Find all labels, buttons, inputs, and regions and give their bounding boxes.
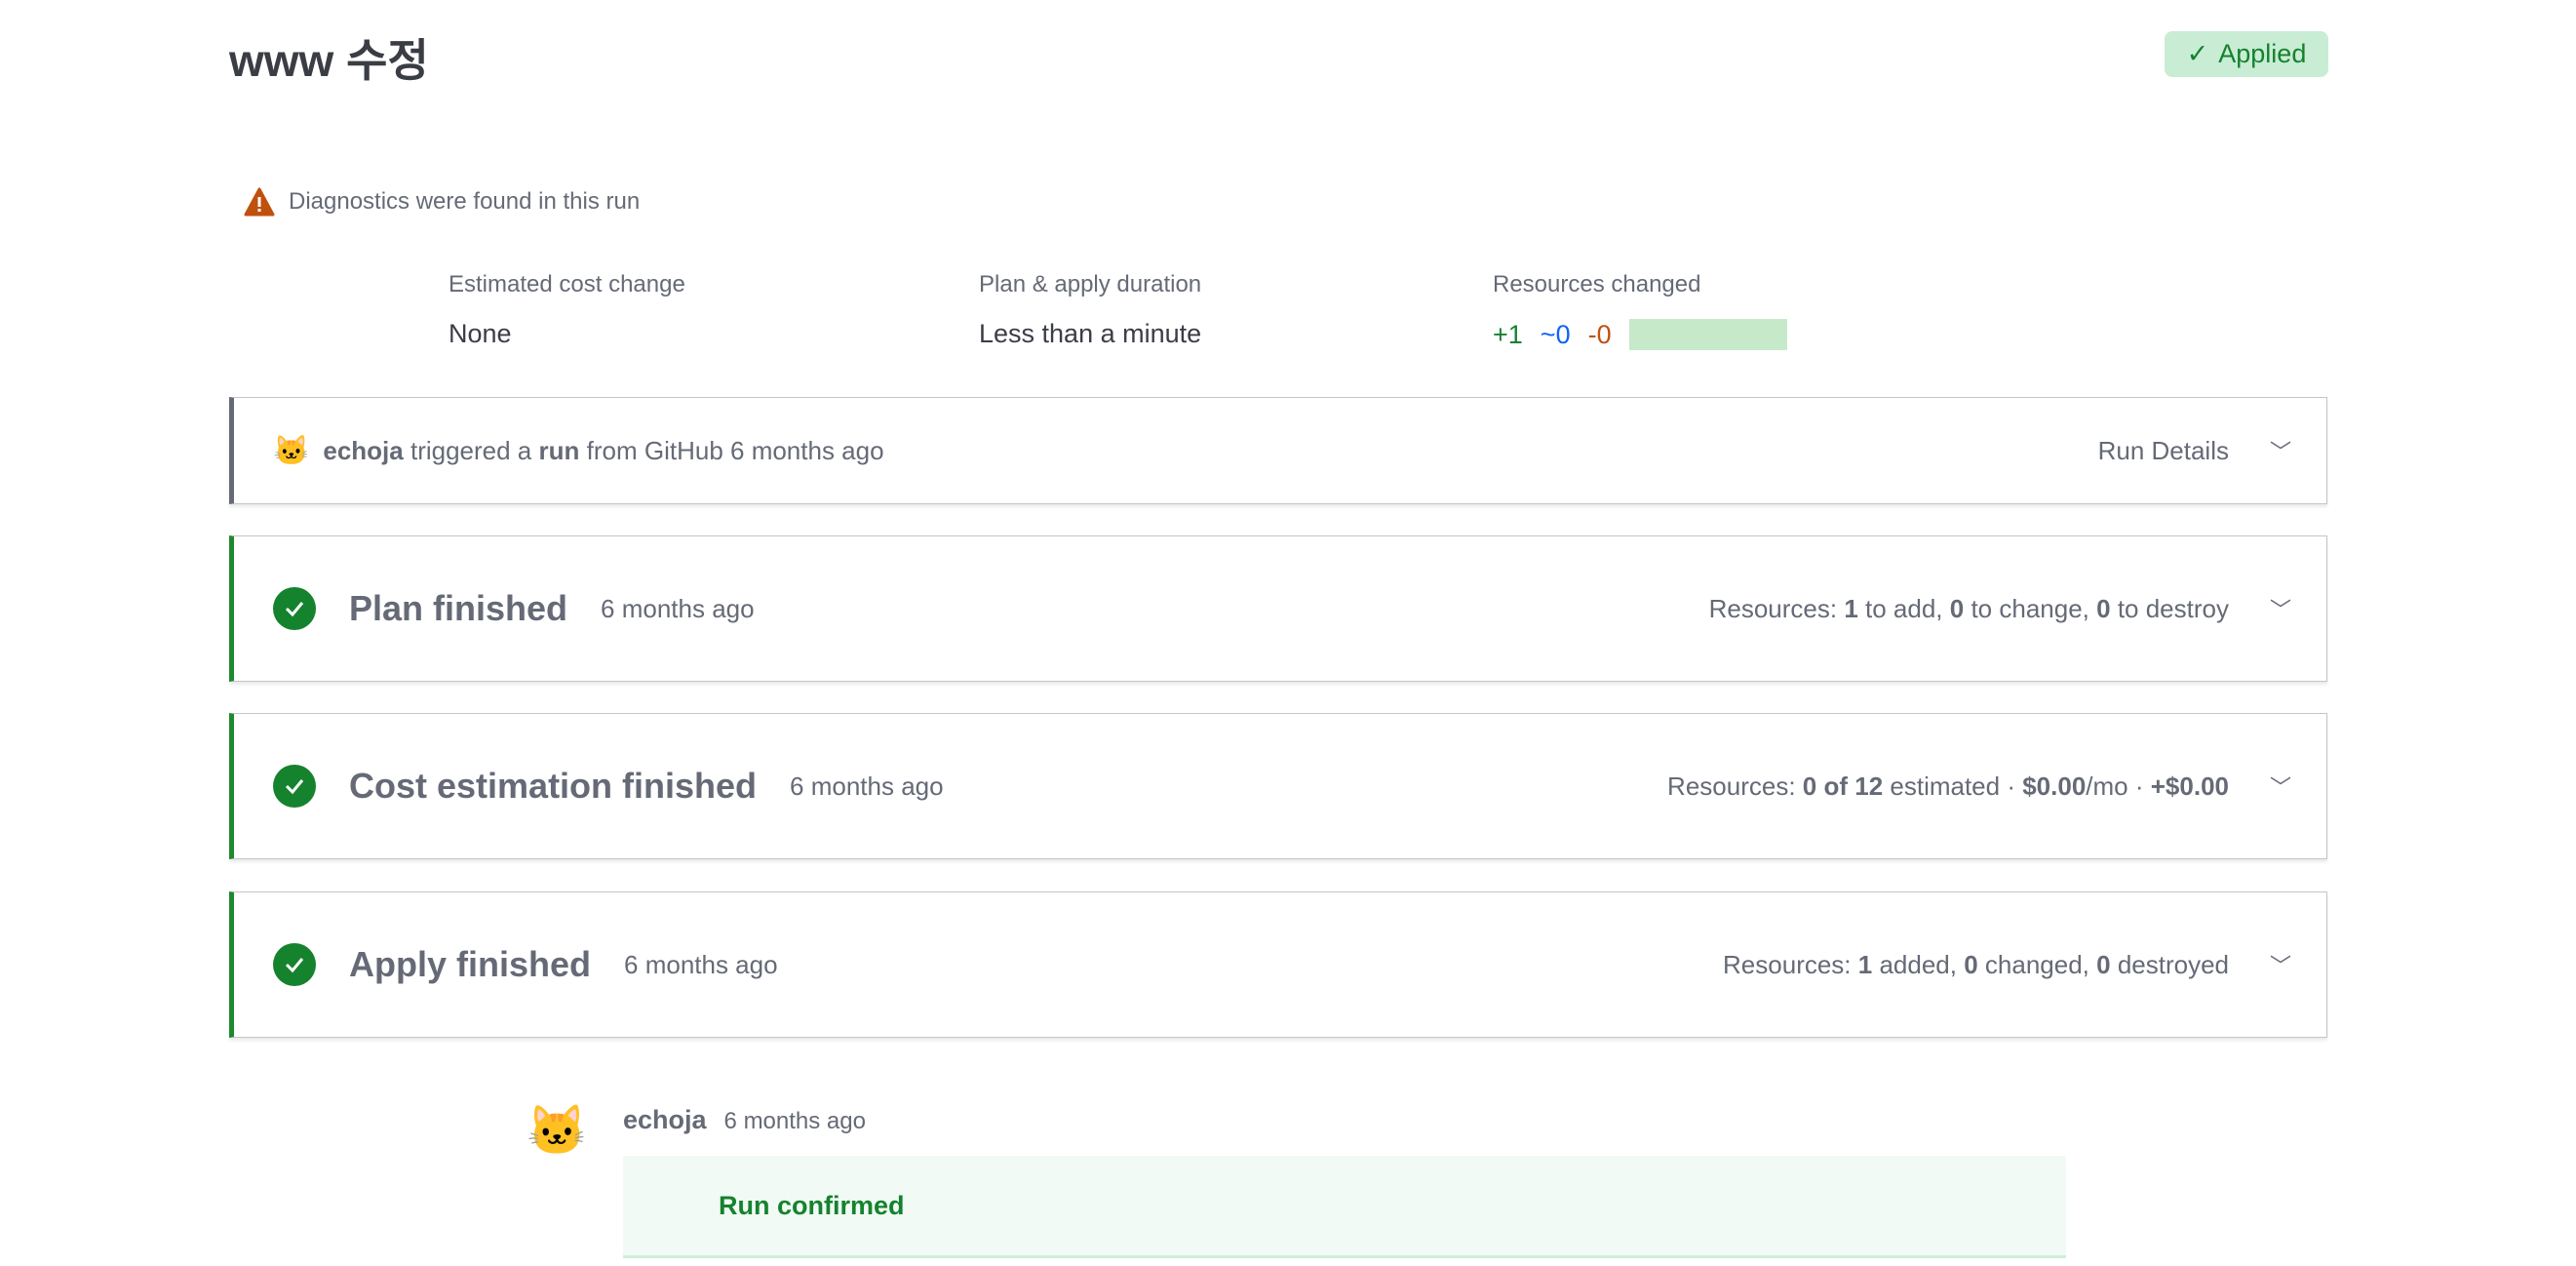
changed-count: ~0 (1540, 319, 1571, 349)
chevron-down-icon[interactable]: ﹀ (2269, 954, 2291, 978)
status-badge: ✓ Applied (2165, 31, 2328, 77)
stage-card-0[interactable]: Plan finished 6 months ago Resources: 1 … (229, 535, 2327, 682)
comment-header: echoja 6 months ago (623, 1105, 866, 1135)
check-icon: ✓ (2186, 39, 2209, 68)
stage-time: 6 months ago (624, 949, 778, 979)
trigger-source: from GitHub 6 months ago (586, 435, 884, 465)
check-circle-icon (273, 943, 316, 986)
stage-title: Plan finished (349, 588, 568, 628)
stage-resources: Resources: 1 to add, 0 to change, 0 to d… (1708, 593, 2229, 623)
chevron-down-icon[interactable]: ﹀ (2269, 598, 2291, 622)
destroyed-count: -0 (1587, 319, 1612, 349)
stage-card-2[interactable]: Apply finished 6 months ago Resources: 1… (229, 891, 2327, 1038)
check-circle-icon (273, 765, 316, 808)
diagnostics-message: Diagnostics were found in this run (289, 188, 641, 215)
duration-value: Less than a minute (979, 319, 1202, 348)
stage-resources: Resources: 1 added, 0 changed, 0 destroy… (1723, 949, 2229, 979)
comment-message: Run confirmed (719, 1190, 905, 1220)
run-trigger-card[interactable]: 🐱 echoja triggered a run from GitHub 6 m… (229, 397, 2327, 504)
stage-title: Cost estimation finished (349, 766, 758, 806)
page-title: www 수정 (229, 35, 429, 86)
resources-label: Resources changed (1493, 271, 1701, 297)
resources-changed: +1 ~0 -0 (1493, 319, 1787, 350)
trigger-user[interactable]: echoja (323, 435, 404, 465)
chevron-down-icon[interactable]: ﹀ (2269, 440, 2291, 464)
status-badge-label: Applied (2218, 39, 2307, 68)
chevron-down-icon[interactable]: ﹀ (2269, 775, 2291, 800)
resources-bar (1628, 319, 1787, 350)
check-circle-icon (273, 587, 316, 630)
duration-label: Plan & apply duration (979, 271, 1202, 297)
diagnostics-notice: Diagnostics were found in this run (244, 187, 640, 217)
stage-resources: Resources: 0 of 12 estimated · $0.00/mo … (1667, 771, 2229, 801)
run-details-button[interactable]: Run Details (2097, 435, 2229, 465)
avatar: 🐱 (273, 434, 310, 467)
added-count: +1 (1493, 319, 1523, 349)
comment-time: 6 months ago (723, 1108, 866, 1134)
trigger-text: triggered a (410, 435, 532, 465)
cost-label: Estimated cost change (449, 271, 685, 297)
stage-time: 6 months ago (601, 593, 755, 623)
comment-user[interactable]: echoja (623, 1105, 707, 1134)
trigger-run-link[interactable]: run (538, 435, 580, 465)
stage-card-1[interactable]: Cost estimation finished 6 months ago Re… (229, 713, 2327, 859)
warning-icon (244, 187, 275, 217)
stage-title: Apply finished (349, 944, 592, 984)
comment-avatar: 🐱 (527, 1103, 588, 1158)
resources-bar-added (1628, 319, 1787, 350)
run-confirmed-box: Run confirmed (623, 1156, 2066, 1258)
cost-value: None (449, 319, 512, 348)
stage-time: 6 months ago (790, 771, 944, 801)
